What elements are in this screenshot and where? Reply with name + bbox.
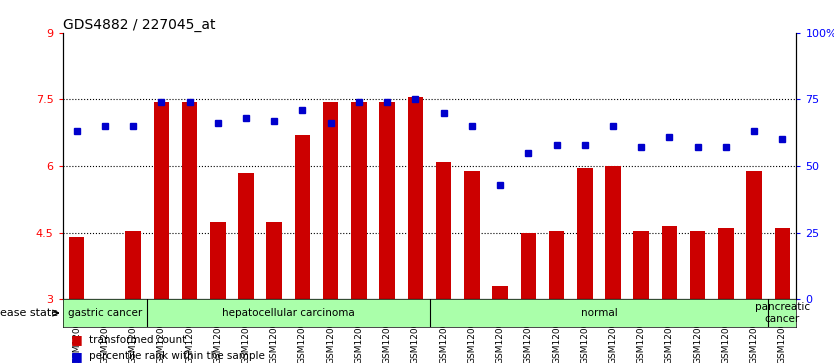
Bar (153, 102, 169, 299)
Bar (379, 102, 395, 299)
Bar (239, 173, 254, 299)
Text: gastric cancer: gastric cancer (68, 308, 142, 318)
Bar (351, 102, 367, 299)
Bar (634, 231, 649, 299)
Bar (775, 228, 790, 299)
Bar (661, 226, 677, 299)
Bar (492, 286, 508, 299)
Bar (125, 231, 141, 299)
Bar (690, 231, 706, 299)
Text: disease state: disease state (0, 308, 58, 318)
Bar (549, 231, 565, 299)
Bar (520, 233, 536, 299)
Bar (464, 171, 480, 299)
Text: ■: ■ (71, 333, 83, 346)
Bar (746, 171, 762, 299)
Text: transformed count: transformed count (89, 335, 187, 345)
Bar (436, 162, 451, 299)
Bar (577, 168, 592, 299)
Text: GDS4882 / 227045_at: GDS4882 / 227045_at (63, 18, 215, 32)
Bar (69, 237, 84, 299)
Bar (294, 135, 310, 299)
Bar (182, 102, 198, 299)
Bar (267, 222, 282, 299)
Bar (210, 222, 225, 299)
Text: percentile rank within the sample: percentile rank within the sample (89, 351, 265, 361)
Bar (408, 97, 423, 299)
Text: normal: normal (580, 308, 617, 318)
Text: ■: ■ (71, 350, 83, 363)
Text: hepatocellular carcinoma: hepatocellular carcinoma (222, 308, 354, 318)
Bar (718, 228, 734, 299)
Text: pancreatic
cancer: pancreatic cancer (755, 302, 810, 324)
Bar (323, 102, 339, 299)
Bar (605, 166, 620, 299)
